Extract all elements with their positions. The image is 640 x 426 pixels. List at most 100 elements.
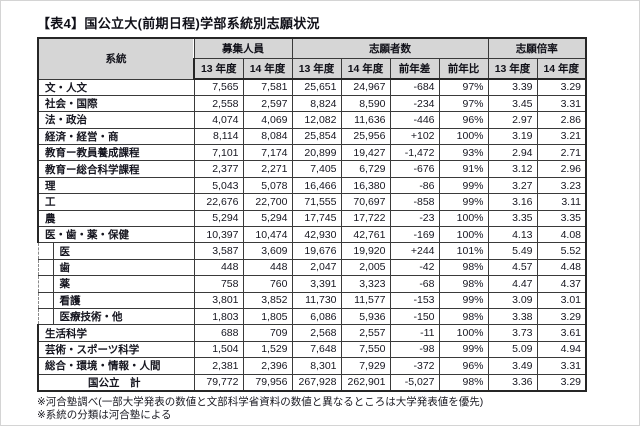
- row-label: 社会・国際: [37, 94, 195, 113]
- table-cell: 7,565: [193, 78, 244, 96]
- table-cell: 25,651: [291, 78, 342, 96]
- table-cell: 4.13: [487, 226, 538, 244]
- table-cell: 1,529: [242, 340, 293, 359]
- table-cell: 3.23: [536, 176, 587, 195]
- table-cell: 3.16: [487, 193, 538, 211]
- footnote-source: ※河合塾調べ(一部大学発表の数値と文部科学省資料の数値と異なるところは大学発表値…: [37, 396, 484, 408]
- col-group-recruitment: 募集人員: [193, 37, 293, 59]
- table-row: 医 3,587 3,609 19,676 19,920 +244 101% 5.49 5.52: [37, 242, 587, 260]
- table-cell: 70,697: [340, 193, 391, 211]
- row-label: 生活科学: [37, 324, 195, 342]
- table-cell: 3.09: [487, 291, 538, 309]
- row-label: 医: [37, 242, 195, 260]
- table-cell: -150: [389, 307, 440, 326]
- table-cell: 96%: [438, 357, 489, 375]
- table-cell: 11,636: [340, 111, 391, 129]
- table-cell: 709: [242, 324, 293, 342]
- table-cell: 5,936: [340, 307, 391, 326]
- table-cell: -858: [389, 193, 440, 211]
- row-label: 国公立 計: [37, 373, 195, 392]
- table-cell: -684: [389, 78, 440, 96]
- table-cell: -234: [389, 94, 440, 113]
- table-cell: 760: [242, 275, 293, 293]
- table-cell: 98%: [438, 275, 489, 293]
- col-group-applicants: 志願者数: [291, 37, 489, 59]
- table-cell: 4.37: [536, 275, 587, 293]
- table-cell: 8,301: [291, 357, 342, 375]
- table-cell: 262,901: [340, 373, 391, 392]
- table-cell: +244: [389, 242, 440, 260]
- table-cell: 11,577: [340, 291, 391, 309]
- table-cell: 100%: [438, 324, 489, 342]
- table-cell: 101%: [438, 242, 489, 260]
- table-cell: 100%: [438, 209, 489, 228]
- table-cell: 16,466: [291, 176, 342, 195]
- table-cell: 2,597: [242, 94, 293, 113]
- table-cell: 2.86: [536, 111, 587, 129]
- table-cell: 11,730: [291, 291, 342, 309]
- table-cell: 22,700: [242, 193, 293, 211]
- row-label: 理: [37, 176, 195, 195]
- table-cell: 5,043: [193, 176, 244, 195]
- table-cell: 42,761: [340, 226, 391, 244]
- footnote-classification: ※系統の分類は河合塾による: [37, 409, 172, 421]
- col-header-applicants-13: 13 年度: [291, 58, 342, 80]
- table-cell: 3.35: [487, 209, 538, 228]
- row-label: 文・人文: [37, 78, 195, 96]
- table-cell: 2,381: [193, 357, 244, 375]
- table-cell: 5.09: [487, 340, 538, 359]
- table-row: 法・政治 4,074 4,069 12,082 11,636 -446 96% 2.97 2.8…: [37, 111, 587, 129]
- row-label: 総合・環境・情報・人間: [37, 357, 195, 375]
- table-cell: 3.29: [536, 78, 587, 96]
- table-cell: 3,587: [193, 242, 244, 260]
- table-cell: 7,648: [291, 340, 342, 359]
- table-cell: 99%: [438, 291, 489, 309]
- table-cell: 100%: [438, 226, 489, 244]
- table-cell: -5,027: [389, 373, 440, 392]
- table-cell: 24,967: [340, 78, 391, 96]
- table-cell: 1,504: [193, 340, 244, 359]
- table-cell: 96%: [438, 111, 489, 129]
- table-row: 医療技術・他 1,803 1,805 6,086 5,936 -150 98% 3.38 3.2…: [37, 307, 587, 326]
- table-cell: 2,005: [340, 258, 391, 277]
- table-cell: 3.29: [536, 307, 587, 326]
- table-row: 薬 758 760 3,391 3,323 -68 98% 4.47 4.37: [37, 275, 587, 293]
- table-cell: -153: [389, 291, 440, 309]
- table-row: 歯 448 448 2,047 2,005 -42 98% 4.57 4.48: [37, 258, 587, 277]
- table-cell: 8,114: [193, 127, 244, 146]
- col-header-recruit-13: 13 年度: [193, 58, 244, 80]
- table-cell: 5,078: [242, 176, 293, 195]
- table-cell: 6,729: [340, 160, 391, 178]
- table-row: 看護 3,801 3,852 11,730 11,577 -153 99% 3.09 3.01: [37, 291, 587, 309]
- col-header-yoy-ratio: 前年比: [438, 58, 489, 80]
- table-cell: 3.01: [536, 291, 587, 309]
- table-row: 教育ー総合科学課程 2,377 2,271 7,405 6,729 -676 91% 3.12…: [37, 160, 587, 178]
- table-cell: -1,472: [389, 144, 440, 162]
- table-row: 医・歯・薬・保健 10,397 10,474 42,930 42,761 -169 100%…: [37, 226, 587, 244]
- table-cell: 16,380: [340, 176, 391, 195]
- table-cell: 42,930: [291, 226, 342, 244]
- table-cell: 688: [193, 324, 244, 342]
- table-cell: -169: [389, 226, 440, 244]
- col-header-category: 系統: [37, 37, 195, 80]
- table-cell: -86: [389, 176, 440, 195]
- table-cell: 3.45: [487, 94, 538, 113]
- table-row: 総合・環境・情報・人間 2,381 2,396 8,301 7,929 -372 96% 3.…: [37, 357, 587, 375]
- table-cell: 5,294: [242, 209, 293, 228]
- table-cell: -68: [389, 275, 440, 293]
- table-cell: 97%: [438, 94, 489, 113]
- table-row: 生活科学 688 709 2,568 2,557 -11 100% 3.73 3.61: [37, 324, 587, 342]
- table-cell: 97%: [438, 78, 489, 96]
- table-cell: 2.94: [487, 144, 538, 162]
- row-label: 看護: [37, 291, 195, 309]
- table-cell: 99%: [438, 340, 489, 359]
- table-cell: 7,581: [242, 78, 293, 96]
- table-cell: 448: [193, 258, 244, 277]
- table-cell: 19,427: [340, 144, 391, 162]
- table-cell: 2,568: [291, 324, 342, 342]
- table-cell: 2.96: [536, 160, 587, 178]
- row-label: 教育ー教員養成課程: [37, 144, 195, 162]
- table-cell: 19,920: [340, 242, 391, 260]
- page-title: 【表4】国公立大(前期日程)学部系統別志願状況: [37, 16, 320, 31]
- table-cell: 3.38: [487, 307, 538, 326]
